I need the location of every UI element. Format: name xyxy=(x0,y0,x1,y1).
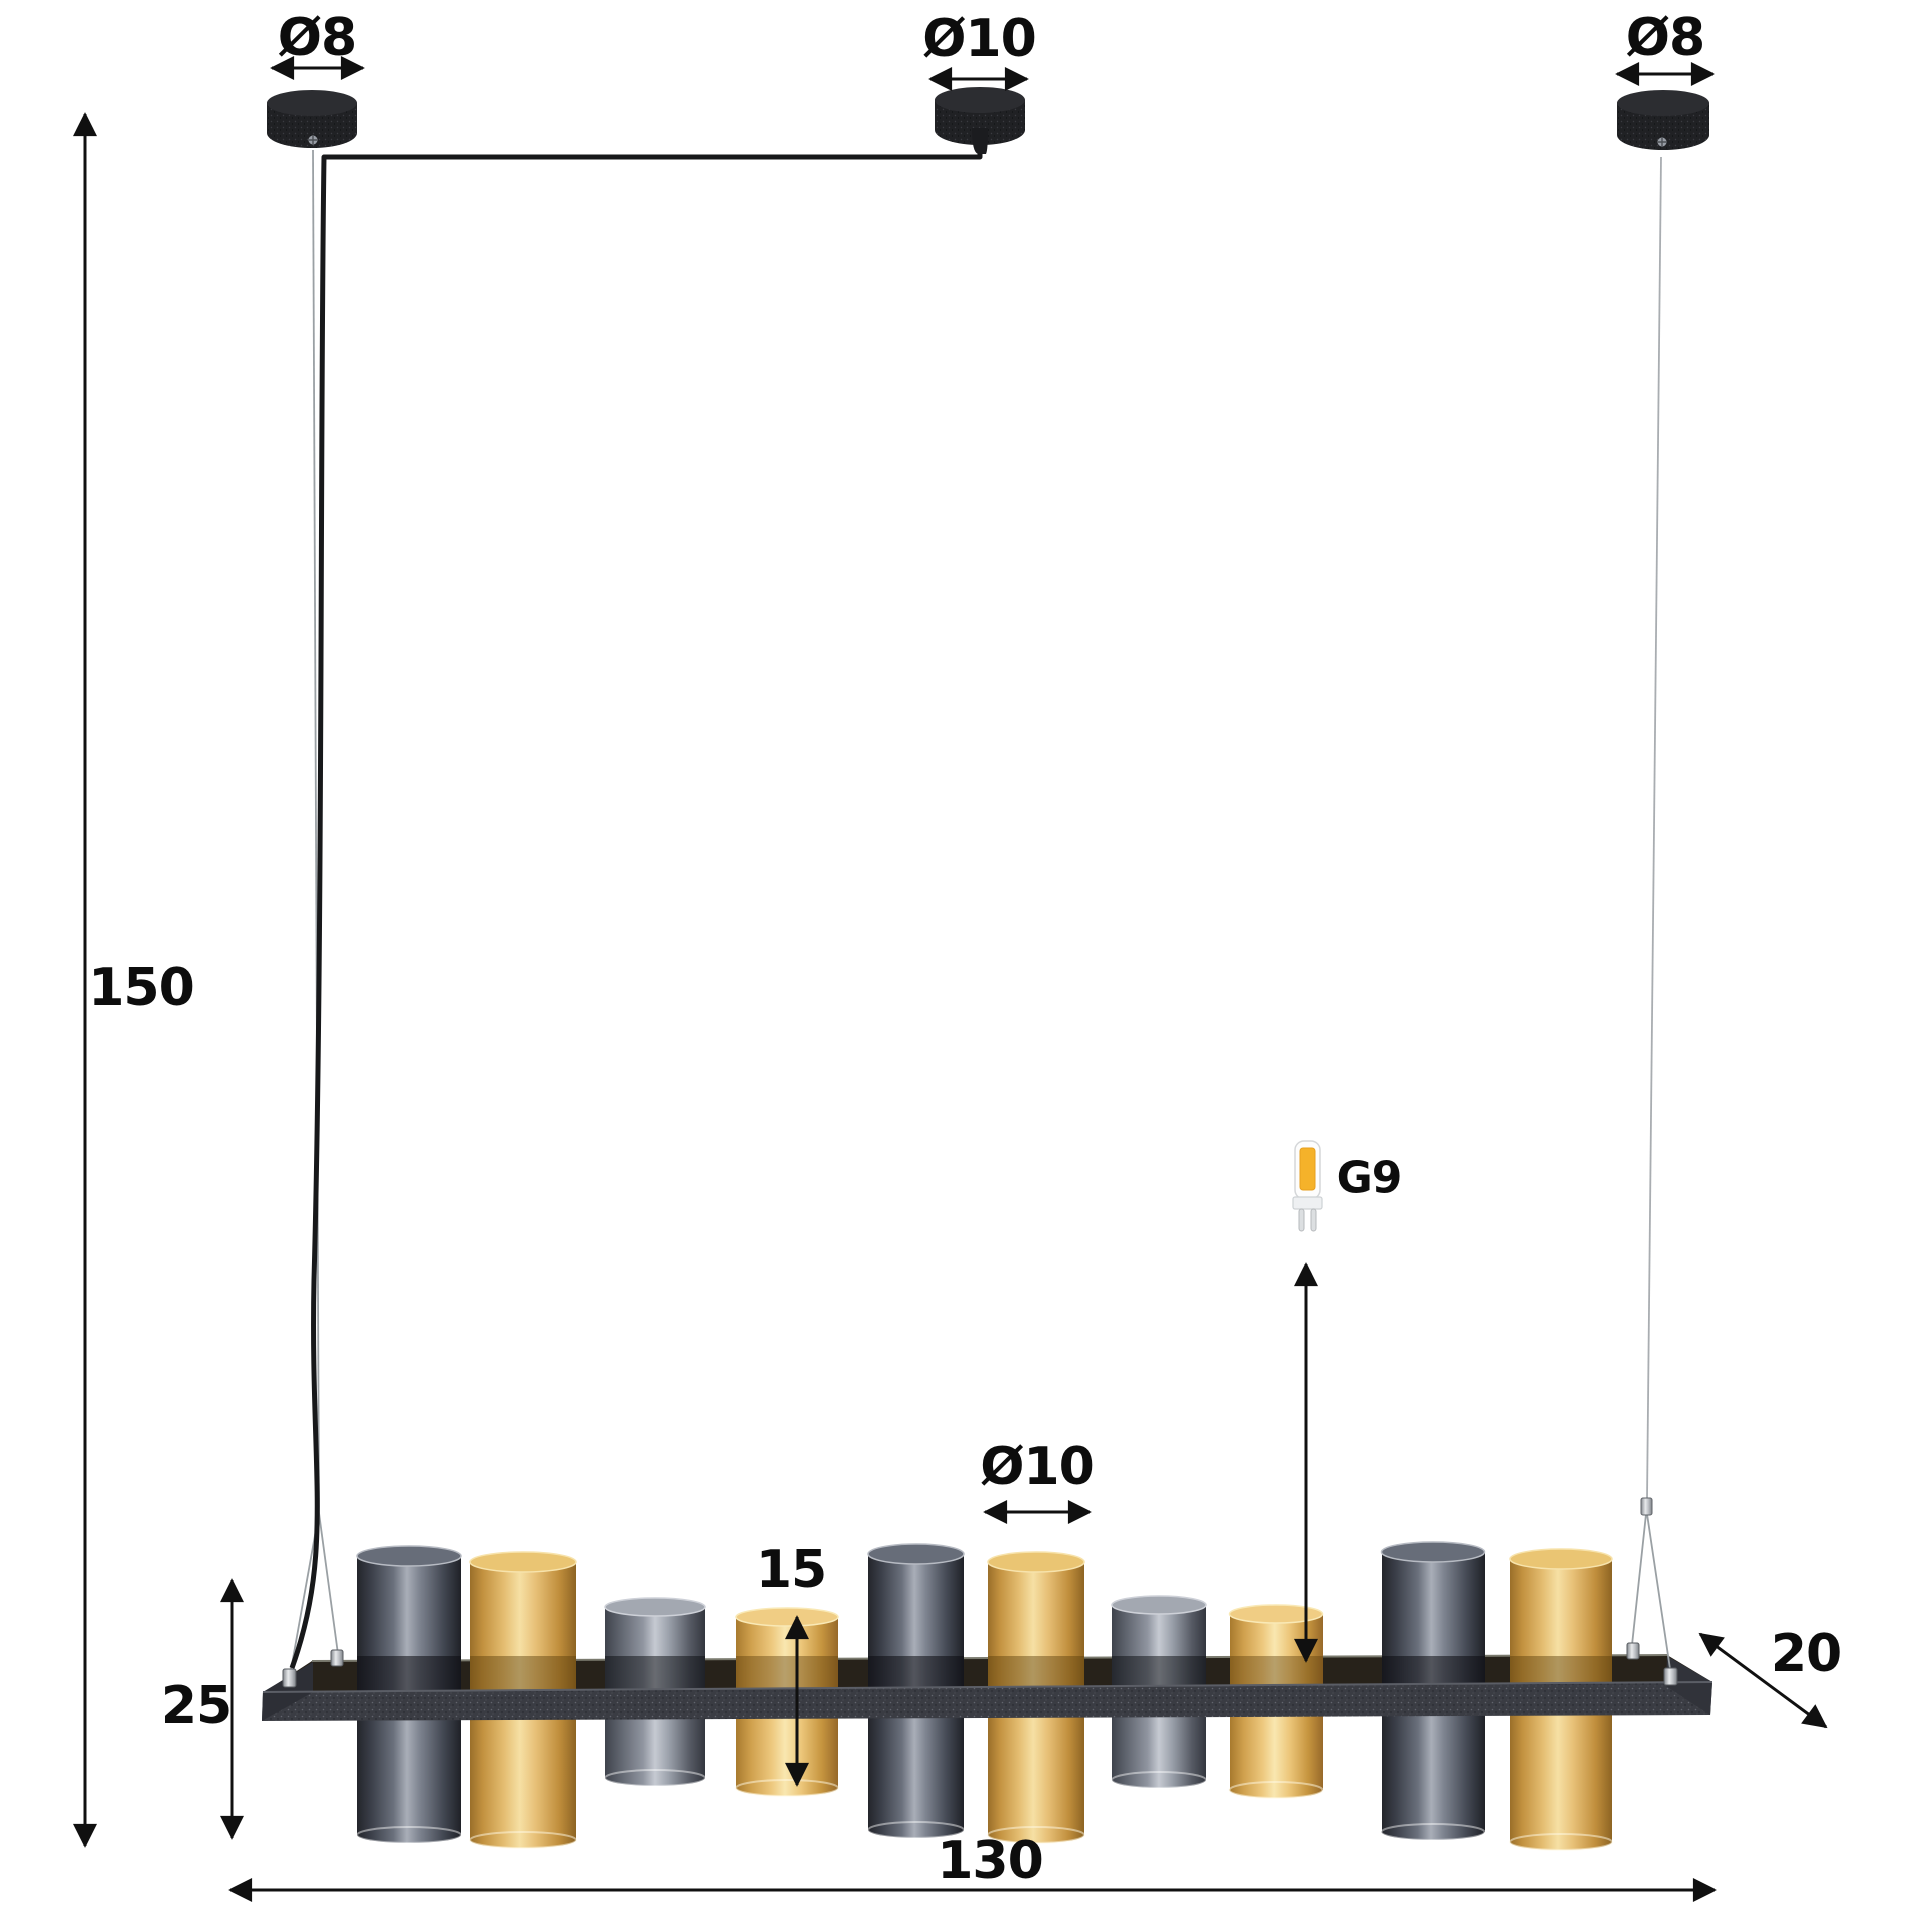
glass-shade-amber xyxy=(735,1607,839,1695)
dim-label-canopy-left-diameter: Ø8 xyxy=(277,8,357,68)
dim-label-shade-diameter: Ø10 xyxy=(980,1437,1095,1497)
glass-shade-smoke-lower xyxy=(356,1700,462,1844)
wire-posts xyxy=(282,1642,1678,1688)
glass-shade-smoke-lower xyxy=(1380,1700,1486,1841)
glass-shade-amber-lower xyxy=(469,1700,577,1849)
glass-shade-amber-lower xyxy=(1509,1700,1613,1851)
glass-shade-amber-lower xyxy=(987,1700,1085,1844)
glass-shade-amber xyxy=(987,1551,1085,1695)
g9-bulb-icon xyxy=(1292,1140,1323,1232)
glass-shade-smoke xyxy=(867,1543,965,1695)
glass-shade-smoke-lower xyxy=(867,1700,965,1839)
dim-label-canopy-middle-diameter: Ø10 xyxy=(922,9,1037,69)
dim-label-small-shade-height: 15 xyxy=(755,1540,827,1600)
dim-line-frame-depth xyxy=(1698,1632,1828,1729)
ceiling-canopy-left xyxy=(267,90,357,148)
dim-label-bulb-socket: G9 xyxy=(1336,1152,1403,1204)
suspension-wire-right xyxy=(1631,156,1671,1670)
glass-shade-amber xyxy=(1228,1604,1324,1695)
glass-shade-smoke xyxy=(1111,1595,1207,1695)
glass-shades-lower xyxy=(356,1700,1613,1851)
glass-shade-amber xyxy=(1509,1548,1613,1695)
ceiling-canopy-right xyxy=(1617,90,1709,150)
dim-label-frame-depth: 20 xyxy=(1770,1624,1842,1684)
dim-label-canopy-right-diameter: Ø8 xyxy=(1625,8,1705,68)
power-cord xyxy=(289,146,983,1669)
glass-shade-smoke xyxy=(604,1597,706,1695)
dim-label-frame-length: 130 xyxy=(937,1831,1044,1891)
glass-shade-smoke xyxy=(356,1545,462,1695)
dim-label-suspension-height: 150 xyxy=(88,958,195,1018)
ceiling-canopy-middle xyxy=(935,87,1025,154)
dim-label-fixture-height: 25 xyxy=(160,1676,232,1736)
glass-shade-amber xyxy=(469,1551,577,1695)
glass-shade-smoke xyxy=(1380,1541,1486,1695)
dimension-lines xyxy=(73,56,1828,1902)
